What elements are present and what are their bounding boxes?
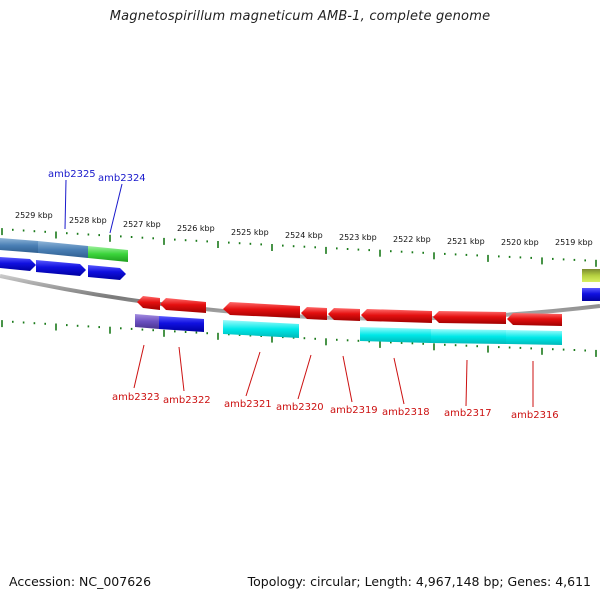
callout-line-amb2318 (393, 357, 405, 405)
cds-arrow-amb2322[interactable] (160, 298, 206, 313)
scale-label: 2529 kbp (15, 211, 53, 220)
cds-arrow-amb2316[interactable] (507, 313, 562, 326)
gene-label-amb2318[interactable]: amb2318 (382, 407, 430, 418)
callout-line-amb2321 (245, 351, 261, 397)
gene-bar-amb2317[interactable] (431, 329, 506, 344)
gene-bar-amb2323[interactable] (135, 314, 159, 329)
gene-label-amb2319[interactable]: amb2319 (330, 405, 378, 416)
topology-text: Topology: circular; Length: 4,967,148 bp… (247, 574, 591, 589)
gene-label-amb2316[interactable]: amb2316 (511, 410, 559, 421)
cds-arrow-amb2318[interactable] (361, 309, 432, 323)
gene-label-amb2321[interactable]: amb2321 (224, 399, 272, 410)
gene-label-amb2317[interactable]: amb2317 (444, 408, 492, 419)
cds-feature-edge[interactable] (582, 288, 600, 301)
cds-arrow-amb2321[interactable] (223, 302, 300, 318)
cds-arrow-amb2319[interactable] (328, 308, 360, 321)
scale-label: 2520 kbp (501, 238, 539, 247)
scale-label: 2524 kbp (285, 231, 323, 240)
gene-label-amb2320[interactable]: amb2320 (276, 402, 324, 413)
scale-label: 2528 kbp (69, 216, 107, 225)
reverse-cds-track (137, 296, 562, 326)
gene-label-amb2325[interactable]: amb2325 (48, 169, 96, 180)
right-edge-features (582, 269, 600, 301)
scale-label: 2525 kbp (231, 228, 269, 237)
scale-label: 2522 kbp (393, 235, 431, 244)
callout-line-amb2325 (64, 179, 67, 230)
scale-label: 2523 kbp (339, 233, 377, 242)
callout-line-amb2319 (342, 355, 353, 403)
gene-bar-amb2322[interactable] (159, 316, 204, 332)
callout-line-amb2324 (109, 183, 123, 234)
accession-text: Accession: NC_007626 (9, 574, 152, 589)
reverse-gene-track (135, 314, 562, 345)
cds-arrow-amb2317[interactable] (433, 311, 506, 324)
scale-labels: 2529 kbp 2528 kbp 2527 kbp 2526 kbp 2525… (15, 211, 593, 247)
cds-arrow-forward[interactable] (88, 265, 126, 280)
outer-tick-row (1, 228, 597, 267)
cds-arrow-forward[interactable] (36, 260, 86, 276)
forward-gene-labels: amb2325 amb2324 (48, 169, 146, 234)
callout-line-amb2322 (178, 346, 185, 392)
forward-gene-track (0, 238, 128, 262)
gene-feature-edge[interactable] (582, 269, 600, 282)
gene-bar-amb2316[interactable] (506, 330, 562, 345)
forward-cds-track (0, 257, 126, 280)
scale-label: 2527 kbp (123, 220, 161, 229)
gene-label-amb2324[interactable]: amb2324 (98, 173, 146, 184)
cds-arrow-amb2323[interactable] (137, 296, 160, 310)
scale-label: 2521 kbp (447, 237, 485, 246)
callout-line-amb2323 (133, 344, 145, 389)
callout-line-amb2320 (297, 354, 312, 400)
gene-bar-amb2321[interactable] (223, 320, 299, 338)
gene-feature-amb2325-b[interactable] (38, 241, 88, 258)
cds-arrow-forward[interactable] (0, 257, 36, 271)
gene-feature-amb2325[interactable] (0, 238, 38, 253)
scale-label: 2519 kbp (555, 238, 593, 247)
cds-arrow-amb2320[interactable] (301, 307, 327, 320)
gene-label-amb2323[interactable]: amb2323 (112, 392, 160, 403)
reverse-gene-labels: amb2323 amb2322 amb2321 amb2320 amb2319 … (112, 344, 559, 421)
page-title: Magnetospirillum magneticum AMB-1, compl… (109, 9, 491, 24)
scale-label: 2526 kbp (177, 224, 215, 233)
gene-label-amb2322[interactable]: amb2322 (163, 395, 211, 406)
gene-bar-amb2318[interactable] (360, 327, 431, 343)
gene-feature-amb2324[interactable] (88, 246, 128, 262)
callout-line-amb2317 (465, 359, 468, 407)
